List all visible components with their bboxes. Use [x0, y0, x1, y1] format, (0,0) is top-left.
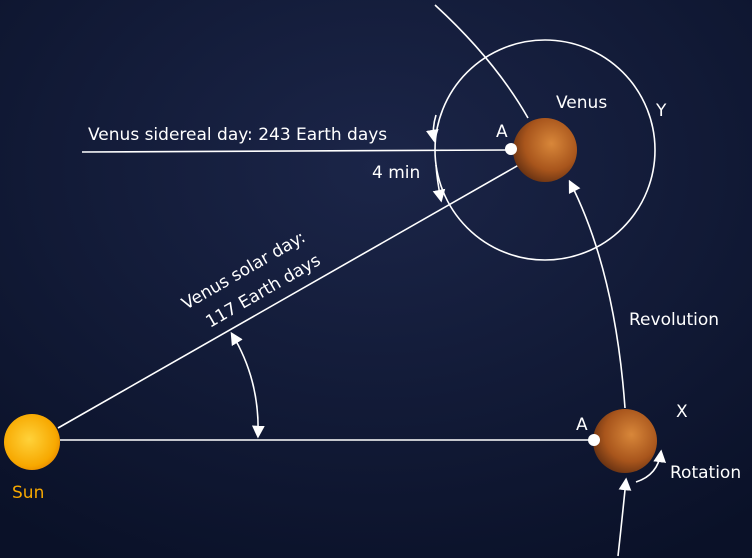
angle-arrow [230, 331, 265, 439]
label: Rotation [670, 463, 741, 483]
solar-line [57, 149, 546, 429]
arrow [432, 164, 446, 203]
orbit-top [434, 4, 529, 119]
label: Y [655, 101, 667, 121]
rotation-circle [434, 39, 656, 261]
orbit-bottom [617, 477, 632, 557]
label: Venus sidereal day: 243 Earth days [88, 125, 387, 145]
point-a [588, 434, 600, 446]
label: Revolution [629, 310, 719, 330]
label: A [496, 122, 508, 142]
label: 4 min [372, 163, 420, 183]
rotation-arrow [635, 449, 667, 483]
venus-top [513, 118, 577, 182]
sun [4, 414, 60, 470]
sidereal-line [81, 149, 512, 153]
arrow [426, 114, 439, 143]
label: Sun [12, 483, 44, 503]
label: A [576, 415, 588, 435]
venus-bottom [593, 409, 657, 473]
label: Venus [556, 93, 607, 113]
orbit-arrow [568, 179, 626, 409]
point-a [505, 143, 517, 155]
label: X [676, 402, 688, 422]
